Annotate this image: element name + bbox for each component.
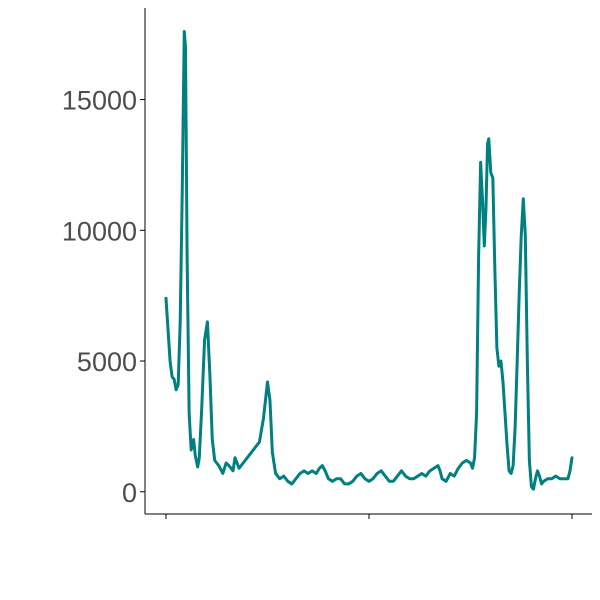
series-layer <box>164 30 574 491</box>
y-tick-label: 15000 <box>62 86 137 116</box>
y-tick-label: 5000 <box>77 347 137 377</box>
series-line <box>164 30 574 491</box>
ticks-layer: 0 5000 10000 15000 <box>62 86 573 519</box>
y-tick-label: 0 <box>122 478 137 508</box>
y-tick-label: 10000 <box>62 216 137 246</box>
